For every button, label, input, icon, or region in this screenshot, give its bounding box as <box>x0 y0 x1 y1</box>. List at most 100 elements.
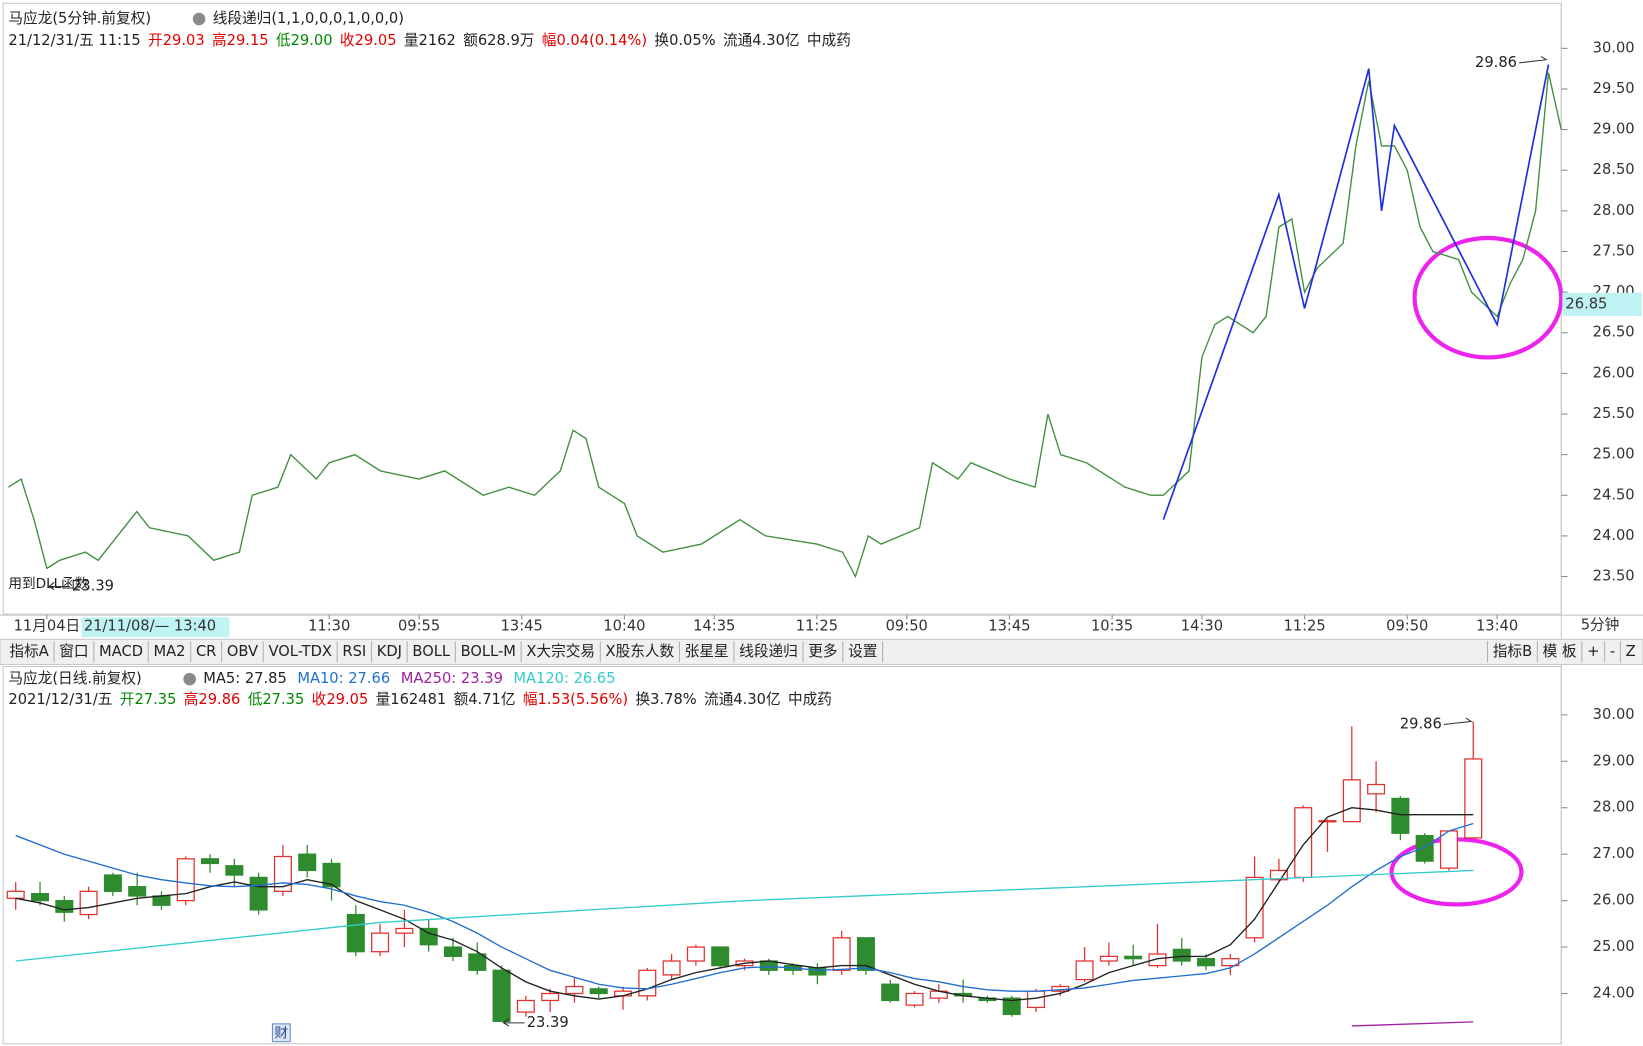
y-tick-label: 26.50 <box>1593 324 1635 341</box>
candle-body <box>905 992 924 1006</box>
annotation-arrow <box>1519 56 1548 64</box>
price-line <box>1162 64 1550 520</box>
toolbar-button[interactable]: + <box>1587 643 1599 660</box>
info-item: 中成药 <box>807 32 851 49</box>
annotation: 23.39 <box>527 1014 569 1031</box>
toolbar-button[interactable]: CR <box>196 643 216 660</box>
toolbar-button[interactable]: OBV <box>227 643 258 660</box>
candle-body <box>1439 830 1458 869</box>
y-tick-label: 29.00 <box>1593 121 1635 138</box>
info-item: 流通4.30亿 <box>704 691 781 708</box>
toolbar-button[interactable]: VOL-TDX <box>269 643 332 660</box>
x-tick-label: 09:55 <box>398 618 440 635</box>
candle-body <box>589 988 608 995</box>
toolbar-button[interactable]: 模 板 <box>1543 642 1577 660</box>
x-tick-label: 13:45 <box>501 618 543 635</box>
dropdown-icon[interactable] <box>183 672 196 686</box>
cursor-value: 26.85 <box>1565 295 1607 312</box>
candle-body <box>419 927 438 946</box>
toolbar-button[interactable]: KDJ <box>377 643 402 660</box>
info-item: 流通4.30亿 <box>723 32 800 49</box>
info-item: 额628.9万 <box>463 32 534 49</box>
candle-body <box>832 937 851 971</box>
toolbar-button[interactable]: 指标B <box>1493 643 1532 660</box>
y-tick-label: 25.00 <box>1593 446 1635 463</box>
legend-item: MA250: 23.39 <box>401 670 503 687</box>
candle-body <box>638 969 657 997</box>
toolbar-button[interactable]: 张星星 <box>685 643 729 660</box>
toolbar-button[interactable]: MA2 <box>153 643 185 660</box>
toolbar-button[interactable]: 窗口 <box>59 642 88 660</box>
y-tick-label: 26.00 <box>1593 892 1635 909</box>
badge[interactable]: 财 <box>275 1025 289 1041</box>
toolbar-button[interactable]: 指标A <box>9 643 48 660</box>
x-tick-label: 11:30 <box>308 618 350 635</box>
badge-box[interactable] <box>271 1023 291 1043</box>
toolbar-button[interactable]: MACD <box>99 643 143 660</box>
candle-body <box>662 960 681 976</box>
dropdown-icon[interactable] <box>192 12 206 26</box>
annotation: 23.39 <box>72 578 114 595</box>
candle-body <box>55 899 74 913</box>
info-line: 2021/12/31/五 开27.35 高29.86 低27.35 收29.05 量162… <box>8 691 832 708</box>
toolbar-button[interactable]: Z <box>1626 643 1636 660</box>
toolbar-button[interactable]: RSI <box>342 643 366 660</box>
y-tick-label: 28.00 <box>1593 799 1635 816</box>
candle-body <box>346 913 365 953</box>
candle-body <box>711 946 730 967</box>
info-item: 额4.71亿 <box>454 691 516 708</box>
y-tick-label: 30.00 <box>1593 706 1635 723</box>
cursor-x-box <box>81 617 230 638</box>
y-tick-label: 24.00 <box>1593 527 1635 544</box>
toolbar-button[interactable]: - <box>1610 643 1615 660</box>
toolbar-button[interactable]: X股东人数 <box>606 643 675 660</box>
info-item: 中成药 <box>788 691 832 708</box>
candle-body <box>468 953 487 971</box>
highlight-ellipse <box>1412 235 1564 360</box>
period-label: 5分钟 <box>1581 617 1620 634</box>
x-tick-label: 10:40 <box>603 618 645 635</box>
candle-body <box>1294 807 1313 879</box>
info-line: 21/12/31/五 11:15 开29.03 高29.15 低29.00 收29.05… <box>8 32 851 49</box>
candle-body <box>856 937 875 971</box>
candle-body <box>1075 960 1094 981</box>
candle-body <box>176 858 195 902</box>
ma-line <box>1351 1021 1474 1027</box>
x-tick-label: 11月04日 <box>14 618 81 635</box>
info-item: 高29.86 <box>184 691 241 708</box>
toolbar-button[interactable]: BOLL-M <box>461 643 516 660</box>
toolbar-button[interactable]: BOLL <box>412 643 450 660</box>
top-title: 马应龙(5分钟.前复权) <box>8 9 151 27</box>
candle-body <box>443 946 462 957</box>
cursor-value-box <box>1562 292 1642 316</box>
candle-body <box>1002 997 1021 1016</box>
x-tick-label: 10:35 <box>1091 618 1133 635</box>
candle-body <box>1245 876 1264 939</box>
candle-body <box>1221 958 1240 967</box>
toolbar-button[interactable]: 更多 <box>808 643 837 660</box>
toolbar-button[interactable]: 线段递归 <box>739 643 798 660</box>
legend: MA5: 27.85 MA10: 27.66 MA250: 23.39 MA120: … <box>203 670 615 687</box>
candle-body <box>492 969 511 1022</box>
info-item: 开27.35 <box>120 691 177 708</box>
candle-body <box>1391 797 1410 834</box>
toolbar-button[interactable]: 设置 <box>848 643 877 660</box>
toolbar-button[interactable]: X大宗交易 <box>526 642 595 660</box>
annotation: 29.86 <box>1475 54 1517 71</box>
info-item: 低27.35 <box>248 691 305 708</box>
candle-body <box>249 876 268 911</box>
candle-body <box>516 999 535 1013</box>
legend-item: MA120: 26.65 <box>513 670 615 687</box>
y-tick-label: 27.00 <box>1593 845 1635 862</box>
info-item: 幅1.53(5.56%) <box>523 691 628 708</box>
candle-body <box>881 983 900 1002</box>
y-tick-label: 29.50 <box>1593 80 1635 97</box>
candle-body <box>1415 834 1434 862</box>
candle-body <box>371 932 390 953</box>
ma-line <box>15 807 1474 1002</box>
info-item: 换3.78% <box>635 691 696 708</box>
y-tick-label: 30.00 <box>1593 39 1635 56</box>
cursor-x-label: 21/11/08/— 13:40 <box>84 618 216 635</box>
